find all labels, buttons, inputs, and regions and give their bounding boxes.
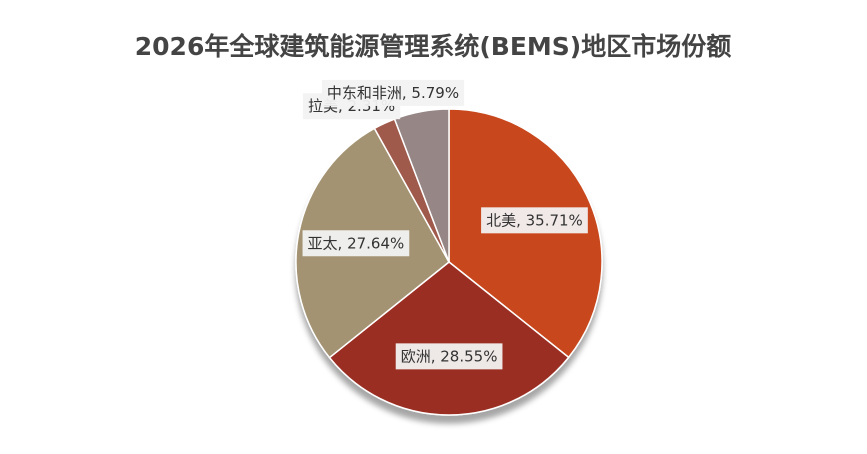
labels: 北美, 35.71%欧洲, 28.55%亚太, 27.64%拉美, 2.31%中… [302,79,588,370]
data-label-text: 亚太, 27.64% [308,234,405,252]
data-label: 欧洲, 28.55% [395,343,503,370]
data-label-text: 北美, 35.71% [486,211,583,229]
data-label: 北美, 35.71% [481,207,588,234]
data-label-box [302,230,410,257]
data-label-box [395,343,503,370]
pie-slice [328,261,570,416]
data-label-box [481,207,588,234]
data-label: 中东和非洲, 5.79% [321,79,465,106]
data-label-text: 欧洲, 28.55% [401,347,498,365]
chart-title: 2026年全球建筑能源管理系统(BEMS)地区市场份额 [135,32,731,61]
data-label: 亚太, 27.64% [302,230,410,257]
data-label-text: 中东和非洲, 5.79% [327,84,459,102]
data-label-box [321,79,465,106]
